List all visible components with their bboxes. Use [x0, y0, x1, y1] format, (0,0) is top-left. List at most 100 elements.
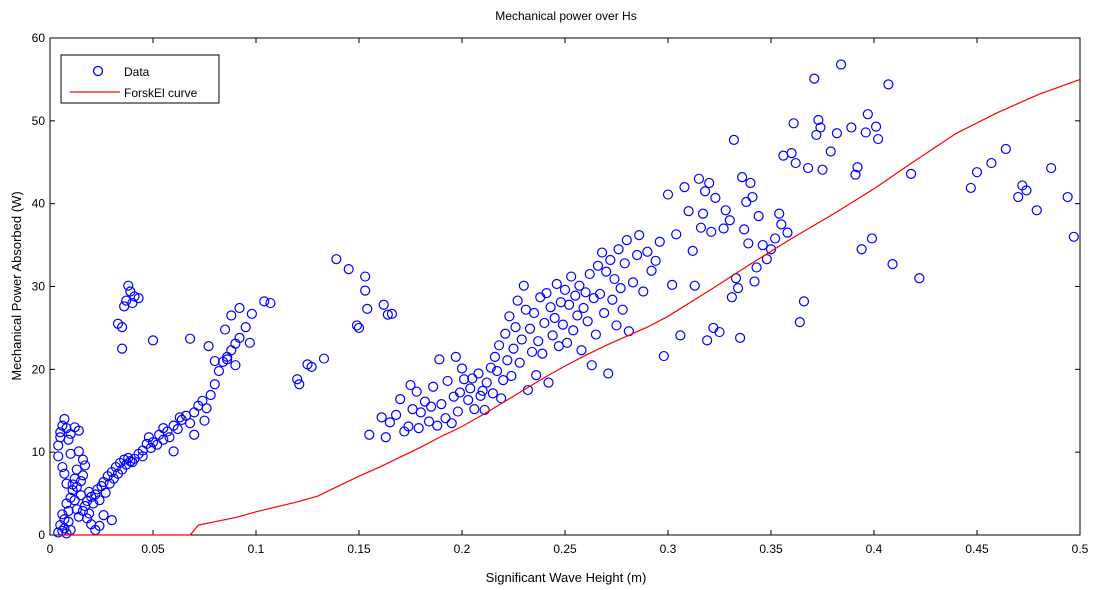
data-point: [747, 191, 758, 203]
data-point: [815, 122, 826, 133]
data-point: [627, 277, 639, 288]
data-point: [292, 374, 303, 385]
data-point: [127, 297, 138, 309]
data-point: [465, 383, 476, 394]
data-point: [351, 320, 363, 331]
data-point: [209, 379, 220, 390]
legend-label-curve: ForskEl curve: [124, 86, 198, 100]
data-point: [599, 307, 610, 319]
data-point: [467, 373, 478, 384]
data-point: [234, 302, 245, 314]
data-point: [706, 226, 717, 237]
data-point: [638, 286, 649, 297]
data-point: [590, 329, 602, 340]
data-point: [566, 271, 577, 282]
data-point: [817, 164, 828, 175]
data-point: [442, 375, 453, 387]
data-point: [695, 222, 707, 233]
data-point: [145, 442, 157, 454]
x-tick-label: 0.5: [1072, 542, 1089, 556]
data-point: [543, 377, 554, 388]
data-point: [512, 295, 523, 306]
data-point: [81, 513, 93, 524]
data-point: [697, 208, 709, 219]
data-point: [477, 385, 488, 396]
data-point: [753, 210, 764, 222]
data-point: [537, 348, 548, 359]
data-point: [714, 326, 725, 338]
data-point: [813, 114, 824, 126]
data-point: [234, 332, 245, 343]
data-point: [203, 341, 214, 352]
data-point: [506, 370, 517, 382]
data-point: [702, 335, 713, 346]
plot-area: [49, 37, 1081, 536]
x-tick-label: 0.05: [141, 542, 165, 556]
data-point: [539, 317, 550, 329]
data-point: [887, 259, 898, 270]
data-point: [411, 386, 422, 397]
data-point: [965, 182, 976, 194]
data-point: [745, 177, 756, 189]
data-point: [782, 227, 793, 238]
data-point: [634, 230, 645, 241]
data-point: [551, 278, 562, 290]
data-point: [469, 403, 480, 415]
data-point: [67, 479, 78, 490]
data-point: [658, 350, 669, 362]
legend-label-data: Data: [124, 65, 150, 79]
x-tick-label: 0.15: [347, 542, 371, 556]
data-point: [240, 321, 251, 333]
data-point: [222, 354, 233, 365]
data-point: [526, 346, 538, 358]
x-tick-label: 0.2: [454, 542, 471, 556]
data-point: [728, 134, 740, 145]
data-point: [619, 258, 630, 269]
data-point: [331, 254, 342, 265]
data-point: [790, 157, 801, 169]
data-point: [415, 407, 426, 418]
data-point: [343, 264, 354, 275]
data-point: [158, 434, 169, 445]
data-point: [98, 510, 109, 521]
data-point: [613, 244, 624, 255]
y-axis: 0 10 20 30 40 50 60: [32, 31, 1080, 542]
data-point: [757, 239, 768, 251]
data-point: [662, 189, 674, 200]
data-point: [710, 192, 721, 203]
data-point: [615, 283, 626, 294]
data-point: [63, 434, 74, 445]
data-point: [786, 148, 797, 159]
data-point: [1068, 231, 1079, 242]
data-point: [574, 280, 585, 291]
data-point: [809, 73, 820, 84]
data-point: [384, 417, 395, 428]
data-point: [1031, 205, 1042, 216]
data-point: [395, 394, 406, 405]
data-point: [487, 388, 498, 399]
data-point: [199, 415, 210, 426]
data-point: [524, 323, 536, 334]
data-point: [741, 196, 752, 208]
data-point: [533, 336, 544, 347]
data-point: [77, 454, 89, 465]
data-point: [77, 470, 89, 481]
data-point: [419, 396, 431, 407]
data-point: [667, 279, 678, 290]
data-point: [458, 374, 470, 385]
data-point: [353, 322, 365, 334]
data-point: [605, 254, 616, 266]
data-series: [53, 59, 1079, 539]
data-point: [679, 182, 690, 193]
data-point: [386, 308, 398, 319]
data-point: [732, 283, 744, 294]
data-point: [405, 379, 416, 391]
data-point: [116, 343, 128, 354]
data-point: [654, 236, 665, 247]
data-point: [870, 121, 882, 132]
data-point: [504, 311, 515, 322]
x-tick-label: 0: [47, 542, 54, 556]
data-point: [850, 169, 861, 180]
data-point: [382, 309, 393, 320]
data-point: [475, 390, 486, 401]
